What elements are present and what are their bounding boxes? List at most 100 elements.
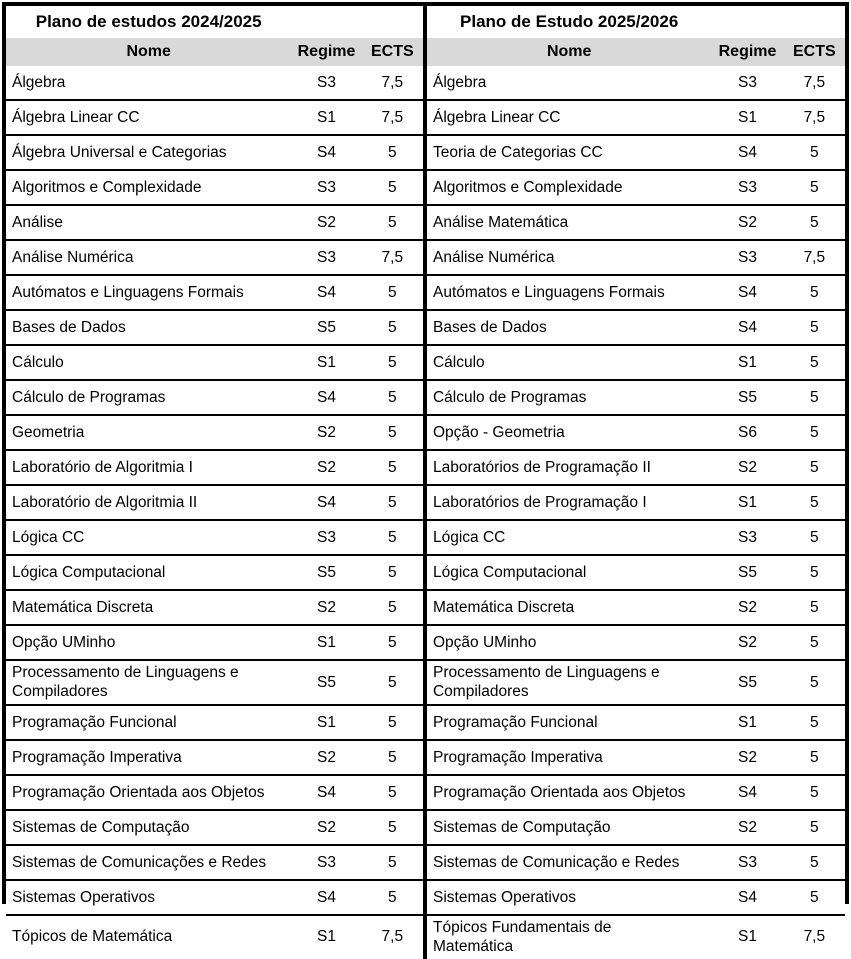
table-row: Programação Funcional S1 5 Programação Func…	[6, 704, 845, 741]
left-ects-cell: 5	[361, 205, 425, 241]
table-row: Bases de Dados S5 5 Bases de Dados S4 5	[6, 310, 845, 346]
right-course-name-cell: Cálculo	[422, 345, 712, 381]
table-row: Laboratório de Algoritmia I S2 5 Laboratóri…	[6, 450, 845, 486]
right-regime-cell: S4	[711, 774, 784, 811]
left-regime-cell: S1	[291, 704, 362, 741]
right-regime-cell: S5	[711, 660, 784, 706]
table-row: Processamento de Linguagens e Compilador…	[6, 660, 845, 706]
left-ects-cell: 7,5	[361, 100, 425, 136]
left-regime-cell: S4	[291, 485, 362, 521]
left-course-name-cell: Sistemas de Computação	[6, 809, 292, 846]
right-course-name-cell: Sistemas Operativos	[422, 879, 712, 916]
right-course-name-cell: Programação Orientada aos Objetos	[422, 774, 712, 811]
left-course-name-cell: Análise	[6, 205, 292, 241]
right-regime-cell: S4	[711, 275, 784, 311]
left-course-name-cell: Laboratório de Algoritmia II	[6, 485, 292, 521]
right-course-name-cell: Processamento de Linguagens e Compilador…	[422, 660, 712, 706]
left-ects-cell: 5	[361, 345, 425, 381]
left-ects-cell: 5	[361, 275, 425, 311]
right-course-name-cell: Lógica Computacional	[422, 555, 712, 591]
left-ects-cell: 5	[361, 660, 425, 706]
right-ects-cell: 5	[783, 450, 845, 486]
table-row: Programação Imperativa S2 5 Programação Imp…	[6, 739, 845, 776]
left-ects-cell: 5	[361, 450, 425, 486]
table-title-row: Plano de estudos 2024/2025 Plano de Estu…	[6, 6, 845, 38]
table-row: Álgebra Linear CC S1 7,5 Álgebra Linear CC S…	[6, 100, 845, 136]
left-course-name-cell: Lógica Computacional	[6, 555, 292, 591]
left-ects-cell: 5	[361, 879, 425, 916]
left-ects-cell: 5	[361, 844, 425, 881]
right-regime-cell: S2	[711, 809, 784, 846]
left-regime-cell: S4	[291, 879, 362, 916]
right-regime-cell: S4	[711, 879, 784, 916]
left-course-name-cell: Processamento de Linguagens e Compilador…	[6, 660, 292, 706]
left-ects-cell: 7,5	[361, 240, 425, 276]
right-ects-cell: 5	[783, 660, 845, 706]
table-row: Tópicos de Matemática S1 7,5 Tópicos Fundam…	[6, 914, 845, 959]
right-regime-cell: S1	[711, 485, 784, 521]
left-header-regime: Regime	[291, 38, 362, 66]
table-row: Álgebra Universal e Categorias S4 5 Teoria …	[6, 135, 845, 171]
right-ects-cell: 5	[783, 625, 845, 661]
left-regime-cell: S4	[291, 380, 362, 416]
left-course-name-cell: Álgebra Linear CC	[6, 100, 292, 136]
left-course-name-cell: Lógica CC	[6, 520, 292, 556]
left-regime-cell: S1	[291, 100, 362, 136]
left-regime-cell: S2	[291, 590, 362, 626]
left-regime-cell: S3	[291, 66, 362, 101]
left-course-name-cell: Algoritmos e Complexidade	[6, 170, 292, 206]
left-course-name-cell: Análise Numérica	[6, 240, 292, 276]
left-course-name-cell: Matemática Discreta	[6, 590, 292, 626]
right-ects-cell: 5	[783, 844, 845, 881]
left-ects-cell: 5	[361, 415, 425, 451]
left-course-name-cell: Sistemas de Comunicações e Redes	[6, 844, 292, 881]
left-course-name-cell: Álgebra	[6, 66, 292, 101]
left-ects-cell: 5	[361, 310, 425, 346]
left-regime-cell: S3	[291, 170, 362, 206]
left-course-name-cell: Geometria	[6, 415, 292, 451]
left-ects-cell: 7,5	[361, 914, 425, 959]
right-ects-cell: 5	[783, 380, 845, 416]
right-ects-cell: 5	[783, 275, 845, 311]
right-regime-cell: S1	[711, 345, 784, 381]
left-course-name-cell: Cálculo de Programas	[6, 380, 292, 416]
right-regime-cell: S5	[711, 380, 784, 416]
right-regime-cell: S2	[711, 625, 784, 661]
spacer-cell	[783, 6, 845, 38]
right-table-title: Plano de Estudo 2025/2026	[422, 6, 712, 38]
right-ects-cell: 7,5	[783, 100, 845, 136]
left-course-name-cell: Sistemas Operativos	[6, 879, 292, 916]
left-course-name-cell: Opção UMinho	[6, 625, 292, 661]
left-ects-cell: 5	[361, 135, 425, 171]
right-ects-cell: 5	[783, 170, 845, 206]
left-ects-cell: 5	[361, 520, 425, 556]
left-regime-cell: S5	[291, 310, 362, 346]
study-plans-table: Plano de estudos 2024/2025 Plano de Estu…	[6, 6, 845, 959]
left-ects-cell: 5	[361, 590, 425, 626]
left-course-name-cell: Cálculo	[6, 345, 292, 381]
left-ects-cell: 5	[361, 485, 425, 521]
right-regime-cell: S1	[711, 914, 784, 959]
right-ects-cell: 7,5	[783, 240, 845, 276]
right-header-regime: Regime	[711, 38, 784, 66]
right-course-name-cell: Análise Matemática	[422, 205, 712, 241]
left-ects-cell: 5	[361, 774, 425, 811]
left-course-name-cell: Bases de Dados	[6, 310, 292, 346]
right-ects-cell: 5	[783, 205, 845, 241]
right-ects-cell: 5	[783, 809, 845, 846]
right-ects-cell: 5	[783, 310, 845, 346]
right-course-name-cell: Opção UMinho	[422, 625, 712, 661]
right-regime-cell: S2	[711, 590, 784, 626]
right-course-name-cell: Sistemas de Computação	[422, 809, 712, 846]
right-ects-cell: 5	[783, 704, 845, 741]
right-course-name-cell: Lógica CC	[422, 520, 712, 556]
left-ects-cell: 5	[361, 809, 425, 846]
right-regime-cell: S5	[711, 555, 784, 591]
right-ects-cell: 7,5	[783, 914, 845, 959]
right-course-name-cell: Bases de Dados	[422, 310, 712, 346]
right-course-name-cell: Autómatos e Linguagens Formais	[422, 275, 712, 311]
right-regime-cell: S1	[711, 704, 784, 741]
right-regime-cell: S3	[711, 240, 784, 276]
right-regime-cell: S3	[711, 520, 784, 556]
